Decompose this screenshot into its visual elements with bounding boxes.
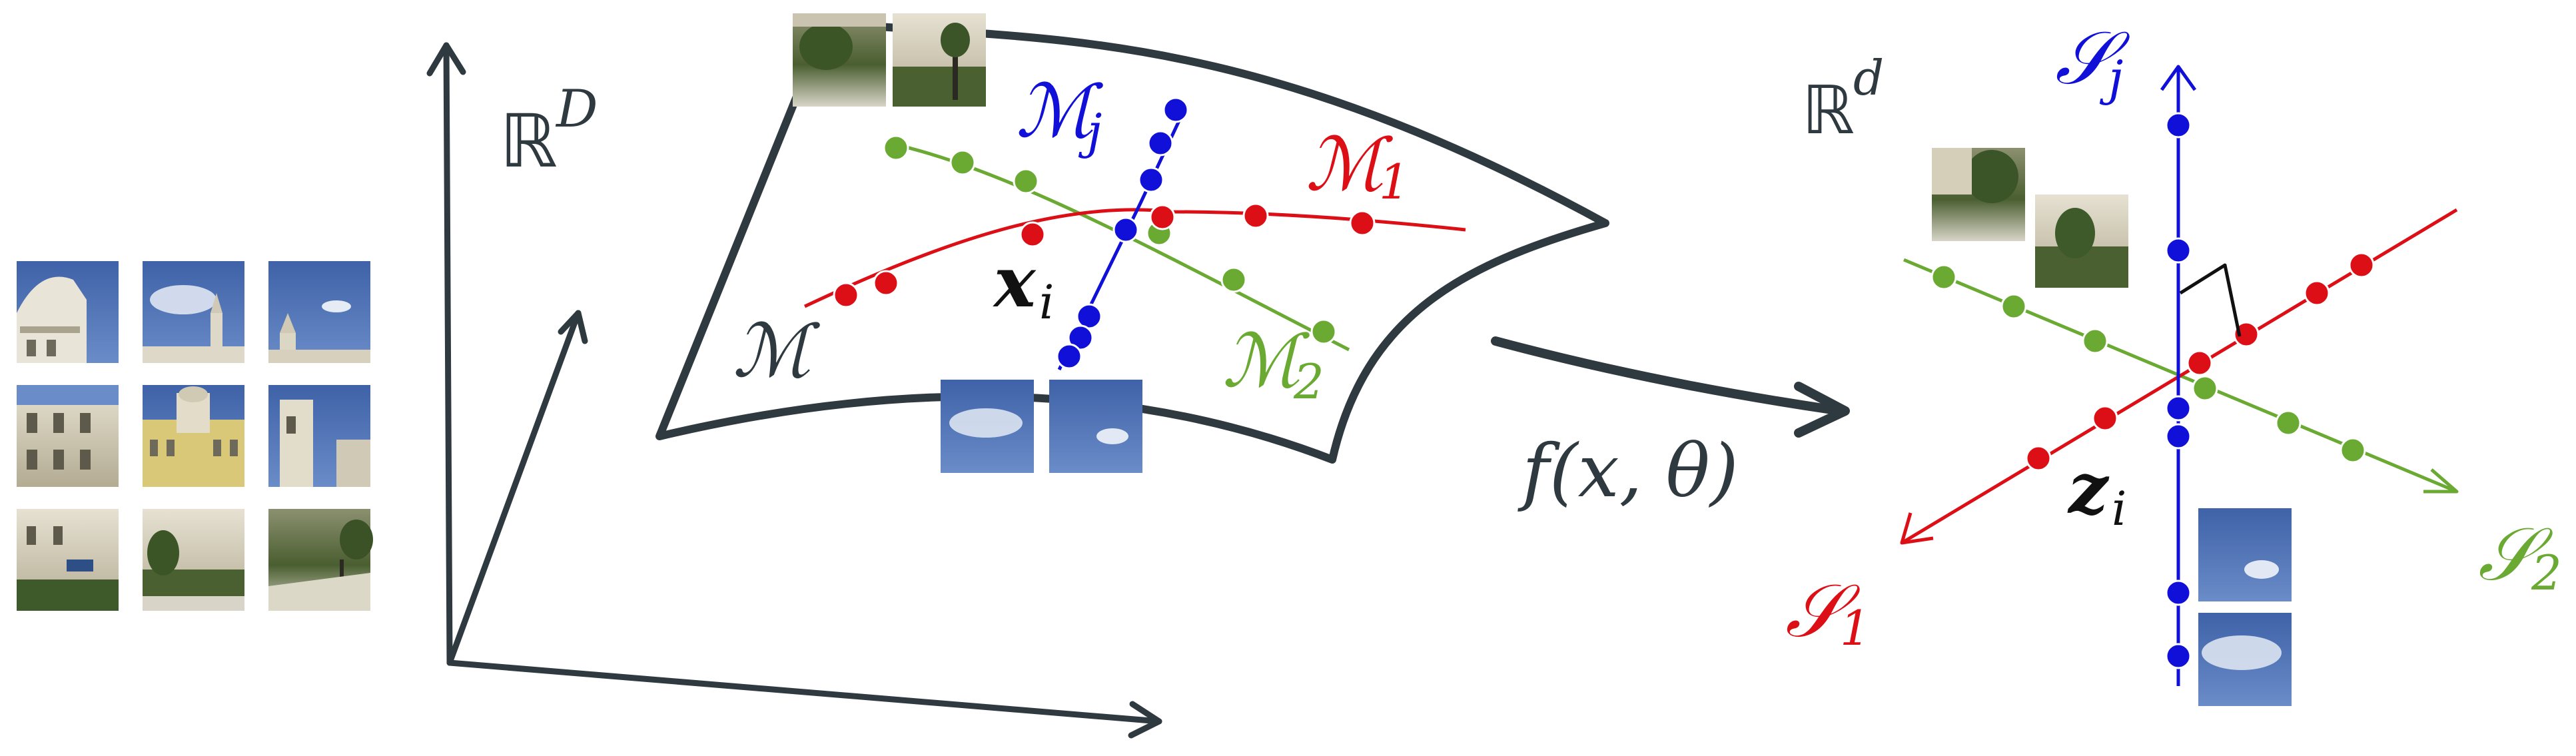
manifold-top-image-pair <box>793 13 986 107</box>
red-point <box>1149 204 1176 230</box>
red-point <box>1349 210 1376 236</box>
zi-label: z i <box>2067 447 2126 536</box>
s2-subscript: 2 <box>2531 545 2562 601</box>
manifold-j-label: ℳ j <box>1016 69 1104 159</box>
red-point <box>1242 202 1269 229</box>
latent-axis-green-S2 <box>1903 258 2459 494</box>
latent-axis-blue-Sj <box>2160 65 2197 686</box>
latent-space-label: ℝ d <box>1802 50 1884 149</box>
latent-top-image-pair <box>1932 148 2128 288</box>
red-point <box>2348 252 2375 278</box>
green-point <box>2340 437 2366 464</box>
ambient-space-symbol: ℝ <box>500 99 558 184</box>
red-point <box>2025 445 2052 472</box>
patch-park-3-3 <box>268 509 373 611</box>
blue-point <box>2165 237 2192 264</box>
ambient-space-exponent: D <box>555 79 598 139</box>
blue-point <box>2165 643 2192 669</box>
patch-tower-1-3 <box>268 261 370 363</box>
ambient-axis-vertical-arrowhead <box>426 42 466 77</box>
manifold-curve-blue-Mj <box>1056 97 1189 371</box>
patch-building-1-1 <box>17 261 119 363</box>
blue-point <box>2165 112 2192 139</box>
green-point <box>883 135 909 161</box>
ambient-axis-horizontal <box>446 659 1162 725</box>
ambient-axis-depth <box>446 310 582 666</box>
latent-bottom-image-pair <box>2198 508 2292 706</box>
latent-space-symbol: ℝ <box>1802 71 1855 149</box>
mapping-function-label: f(x, θ) <box>1517 428 1739 514</box>
manifold-bottom-image-pair <box>941 380 1142 473</box>
red-point <box>2092 405 2118 432</box>
green-point <box>1220 266 1247 293</box>
manifold-1-subscript: 1 <box>1379 154 1410 210</box>
sj-label: 𝒮 j <box>2055 15 2130 106</box>
manifold-1-base: ℳ <box>1306 122 1394 207</box>
patch-palace-2-2 <box>143 385 244 487</box>
zi-subscript: i <box>2112 482 2126 536</box>
xi-label: x i <box>993 240 1054 330</box>
manifold-curve-green-M2 <box>883 135 1350 352</box>
patch-sky-1-2 <box>143 261 244 363</box>
image-patch-grid <box>17 261 373 611</box>
green-point <box>2192 375 2218 402</box>
ambient-axis-vertical <box>443 42 453 666</box>
red-point <box>2233 321 2260 348</box>
red-point <box>833 282 859 308</box>
green-point <box>1013 168 1039 194</box>
ambient-axis-horizontal-arrowhead <box>1128 701 1162 739</box>
manifold-j-base: ℳ <box>1016 69 1104 154</box>
manifold-2-subscript: 2 <box>1293 354 1324 410</box>
blue-point <box>2165 423 2192 450</box>
blue-point <box>1112 216 1139 243</box>
patch-tower-2-3 <box>268 385 370 487</box>
patch-garden-3-2 <box>143 509 244 611</box>
latent-space-exponent: d <box>1853 50 1884 106</box>
manifold-2-base: ℳ <box>1222 318 1310 404</box>
green-point <box>949 149 976 176</box>
xi-base: x <box>993 240 1037 323</box>
s1-label: 𝒮 1 <box>1785 568 1871 656</box>
right-angle-marker <box>2179 263 2242 337</box>
green-point <box>2275 410 2302 436</box>
blue-point <box>2165 395 2192 422</box>
s1-subscript: 1 <box>1840 600 1871 656</box>
blue-point <box>1147 130 1174 157</box>
ambient-axis-depth-arrowhead <box>558 310 588 344</box>
blue-point <box>1162 97 1189 123</box>
xi-subscript: i <box>1039 275 1054 330</box>
mapping-arrow <box>1491 336 1850 438</box>
green-point <box>1310 318 1337 345</box>
ambient-axes <box>426 42 1162 739</box>
red-point <box>873 270 899 296</box>
manifold-label: ℳ <box>733 308 821 394</box>
blue-point <box>1138 167 1164 193</box>
s2-label: 𝒮 2 <box>2478 512 2562 601</box>
red-point <box>2304 280 2330 306</box>
red-point <box>2186 350 2213 376</box>
patch-courtyard-3-1 <box>17 509 119 611</box>
manifold-2-label: ℳ 2 <box>1222 318 1324 410</box>
blue-point <box>1067 324 1094 351</box>
blue-point <box>2165 579 2192 606</box>
green-point <box>1931 264 1957 290</box>
red-point <box>1019 221 1046 248</box>
manifold-curve-red-M1 <box>803 202 1466 308</box>
green-point <box>2000 293 2027 320</box>
zi-base: z <box>2067 447 2110 530</box>
green-point <box>2082 328 2108 354</box>
patch-facade-2-1 <box>17 385 119 487</box>
manifold-1-label: ℳ 1 <box>1306 122 1410 210</box>
ambient-space-label: ℝ D <box>500 79 598 184</box>
blue-point <box>1056 343 1082 370</box>
